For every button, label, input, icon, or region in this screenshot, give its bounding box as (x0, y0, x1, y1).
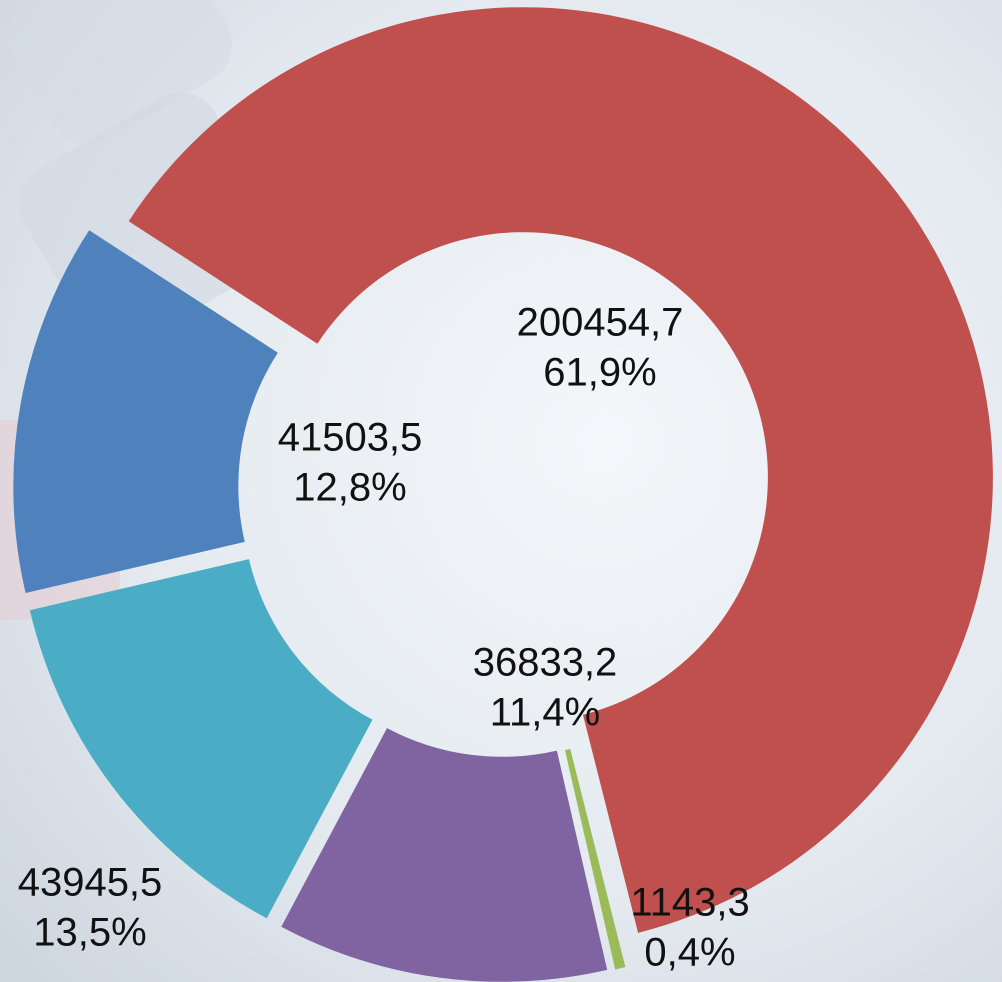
value-label: 41503,5 (278, 416, 423, 460)
value-label: 36833,2 (473, 641, 618, 685)
value-label: 200454,7 (517, 301, 684, 345)
chart: 200454,7 61,9% 1143,3 0,4% 36833,2 11,4% 43945… (0, 0, 1002, 982)
value-label: 43945,5 (18, 861, 163, 905)
page: 200454,7 61,9% 1143,3 0,4% 36833,2 11,4% 43945… (0, 0, 1002, 982)
value-label: 1143,3 (630, 881, 749, 925)
percent-label: 61,9% (543, 351, 656, 395)
percent-label: 0,4% (644, 931, 735, 975)
percent-label: 11,4% (490, 691, 600, 735)
percent-label: 13,5% (33, 911, 146, 955)
percent-label: 12,8% (293, 466, 406, 510)
